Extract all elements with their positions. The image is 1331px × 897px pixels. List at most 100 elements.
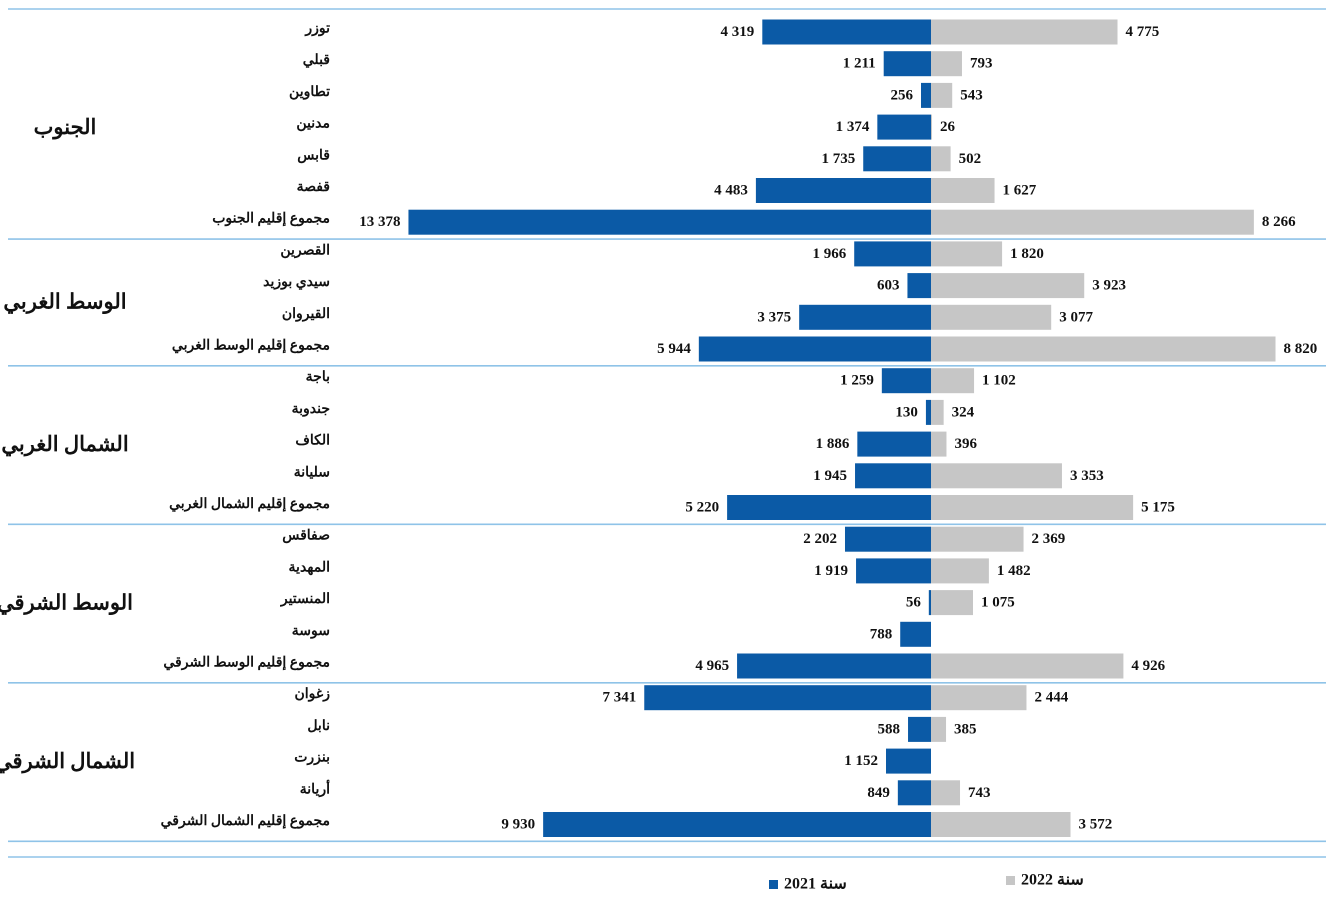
data-label-2022: 1 627 [1003,183,1037,199]
bar-2021 [881,368,931,394]
bar-2022 [931,51,962,77]
category-label: أريانة [300,778,330,797]
bar-2022 [931,653,1124,679]
data-label-2021: 1 374 [836,119,870,135]
category-label: تطاوين [289,85,330,100]
data-label-2021: 1 211 [843,56,876,72]
bar-2021 [856,558,931,584]
legend-swatch-2021 [769,880,778,889]
bar-2022 [931,463,1062,489]
category-label: قبلي [303,53,330,68]
data-label-2022: 4 775 [1126,24,1160,40]
data-label-2021: 1 886 [816,436,850,452]
legend-label-2022: سنة 2022 [1021,872,1084,889]
category-label: مجموع إقليم الشمال الغربي [169,497,330,513]
region-label: الجنوب [34,115,97,140]
bar-2022 [931,19,1118,45]
data-label-2022: 324 [952,404,975,420]
region-label: الوسط الغربي [3,289,126,314]
category-label: مجموع إقليم الوسط الغربي [172,339,330,355]
bar-2021 [897,780,931,806]
data-label-2022: 1 075 [981,595,1015,611]
data-label-2021: 4 483 [714,183,748,199]
data-label-2022: 3 077 [1059,309,1093,325]
data-label-2021: 4 319 [721,24,755,40]
data-label-2022: 5 175 [1141,500,1175,516]
bar-2021 [883,51,931,77]
category-label: مدنين [296,117,330,132]
bar-2022 [931,178,995,203]
bar-2022 [931,146,951,172]
category-label: باجة [306,370,330,385]
category-label: القيروان [282,307,330,322]
data-label-2021: 1 945 [813,468,847,484]
data-label-2022: 2 444 [1034,690,1068,706]
data-label-2022: 4 926 [1131,658,1165,674]
data-label-2021: 7 341 [603,690,637,706]
data-label-2021: 603 [877,278,900,294]
data-label-2022: 1 102 [982,373,1016,389]
bar-2021 [854,241,931,267]
data-label-2021: 1 966 [812,246,846,262]
category-label: جندوبة [292,402,330,417]
bar-2021 [737,653,931,679]
bar-2022 [931,82,953,108]
bar-2021 [408,209,931,235]
data-label-2022: 3 923 [1092,278,1126,294]
legend-label-2021: سنة 2021 [784,876,847,893]
bar-2022 [931,336,1276,362]
bar-2021 [698,336,931,362]
data-label-2022: 385 [954,721,977,737]
category-label: مجموع إقليم الشمال الشرقي [161,814,330,830]
data-label-2021: 1 152 [844,753,878,769]
data-label-2021: 4 965 [695,658,729,674]
data-label-2022: 396 [954,436,977,452]
bar-2022 [931,526,1024,552]
category-label: القصرين [280,243,330,258]
data-label-2022: 2 369 [1032,531,1066,547]
category-label: سليانة [294,465,330,480]
legend-swatch-2022 [1006,876,1015,885]
data-label-2021: 1 259 [840,373,874,389]
data-label-2021: 2 202 [803,531,837,547]
data-label-2021: 56 [906,595,922,611]
bar-2021 [844,526,931,552]
bar-2022 [931,780,961,806]
bar-2021 [755,178,931,203]
bar-2022 [931,399,944,425]
region-label: الوسط الشرقي [0,591,133,616]
bar-2022 [931,368,975,394]
bar-2022 [931,716,947,742]
data-label-2021: 130 [895,404,918,420]
data-label-2022: 26 [940,119,956,135]
data-label-2022: 793 [970,56,993,72]
category-label: المنستير [280,592,330,607]
data-label-2021: 788 [870,626,893,642]
category-label: توزر [304,22,330,37]
region-label: الشمال الشرقي [0,749,135,774]
bar-2021 [928,590,931,616]
category-label: سوسة [292,624,330,639]
category-label: المهدية [289,560,330,575]
bar-2022 [931,114,933,140]
data-label-2021: 5 220 [685,500,719,516]
category-label: سيدي بوزيد [263,275,330,290]
bar-2022 [931,273,1085,299]
bar-2021 [925,399,931,425]
bar-2022 [931,431,947,457]
data-label-2022: 3 572 [1079,817,1113,833]
category-label: بنزرت [294,751,330,766]
data-label-2022: 743 [968,785,991,801]
category-label: صفاقس [282,529,330,544]
bar-2021 [921,82,931,108]
bar-2022 [931,495,1134,520]
category-label: مجموع إقليم الوسط الشرقي [163,656,330,672]
category-label: قفصة [297,180,330,195]
data-label-2022: 3 353 [1070,468,1104,484]
bar-2021 [543,812,931,837]
bar-2021 [799,304,931,330]
category-label: الكاف [295,433,330,449]
category-label: قابس [297,148,330,163]
bar-2022 [931,812,1071,837]
bar-2021 [644,685,931,711]
